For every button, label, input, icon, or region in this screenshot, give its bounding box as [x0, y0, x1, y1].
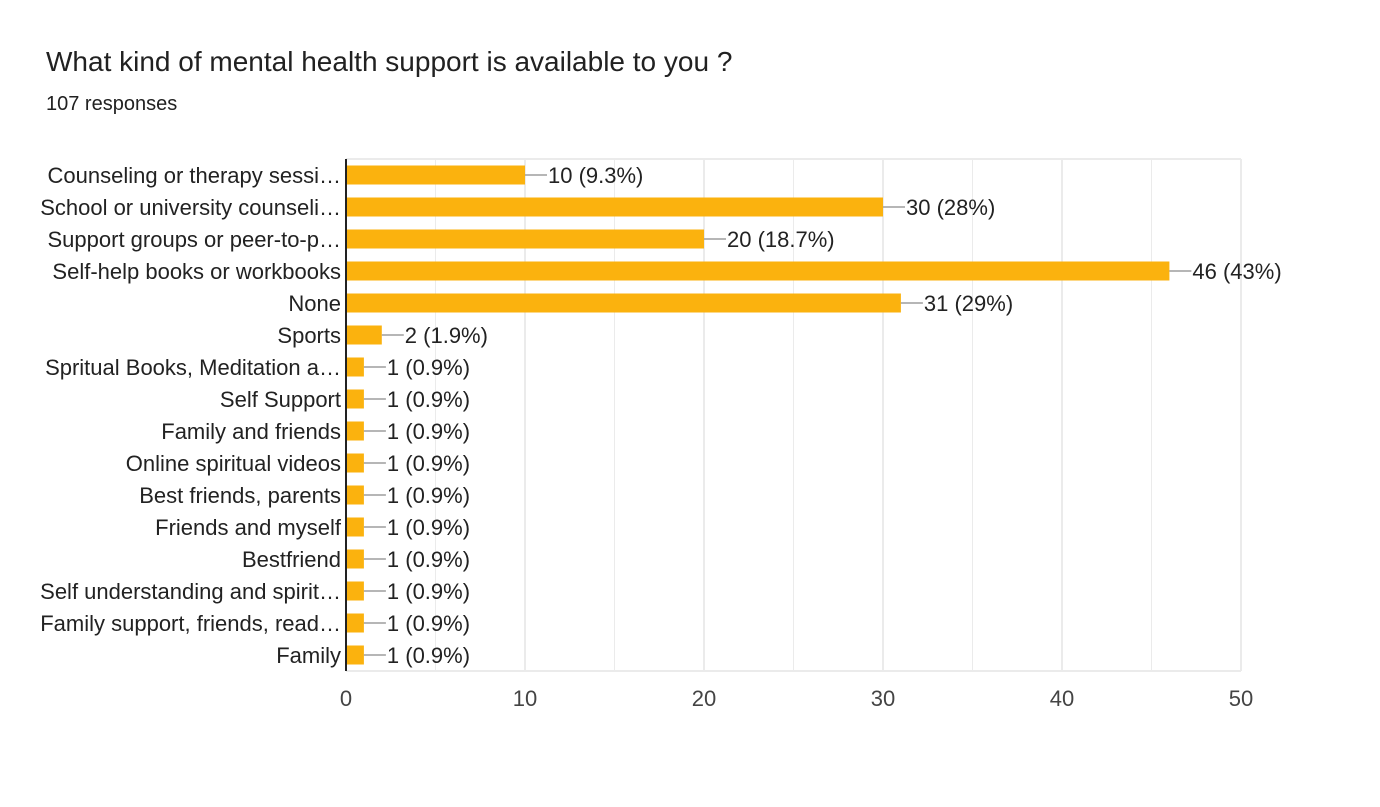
- bar: [346, 613, 364, 633]
- bar: [346, 165, 525, 185]
- bar: [346, 645, 364, 665]
- data-label: 1 (0.9%): [387, 419, 470, 444]
- data-label: 46 (43%): [1192, 259, 1281, 284]
- data-label: 10 (9.3%): [548, 163, 643, 188]
- data-label: 1 (0.9%): [387, 387, 470, 412]
- response-count: 107 responses: [46, 93, 178, 115]
- bar: [346, 389, 364, 409]
- category-label: Friends and myself: [155, 515, 342, 540]
- data-label: 1 (0.9%): [387, 515, 470, 540]
- bar: [346, 421, 364, 441]
- category-label: Best friends, parents: [139, 483, 341, 508]
- data-label: 1 (0.9%): [387, 611, 470, 636]
- category-label: Self understanding and spirit…: [40, 579, 341, 604]
- data-label: 31 (29%): [924, 291, 1013, 316]
- data-label: 20 (18.7%): [727, 227, 835, 252]
- bar: [346, 261, 1170, 281]
- category-label: Self Support: [220, 387, 341, 412]
- data-label: 30 (28%): [906, 195, 995, 220]
- category-label: Family support, friends, read…: [40, 611, 341, 636]
- category-label: Spritual Books, Meditation a…: [45, 355, 341, 380]
- data-label: 1 (0.9%): [387, 547, 470, 572]
- category-label: Online spiritual videos: [126, 451, 341, 476]
- data-label: 1 (0.9%): [387, 483, 470, 508]
- category-label: Self-help books or workbooks: [52, 259, 341, 284]
- x-tick-label: 20: [692, 686, 716, 711]
- data-label: 1 (0.9%): [387, 355, 470, 380]
- bar: [346, 549, 364, 569]
- x-tick-label: 40: [1050, 686, 1074, 711]
- bar: [346, 229, 704, 249]
- x-tick-label: 0: [340, 686, 352, 711]
- bar: [346, 485, 364, 505]
- bar: [346, 453, 364, 473]
- data-label: 1 (0.9%): [387, 451, 470, 476]
- category-label: Support groups or peer-to-p…: [48, 227, 342, 252]
- data-label: 1 (0.9%): [387, 643, 470, 668]
- category-label: Counseling or therapy sessi…: [48, 163, 341, 188]
- x-tick-label: 30: [871, 686, 895, 711]
- category-label: Bestfriend: [242, 547, 341, 572]
- category-label: Family and friends: [161, 419, 341, 444]
- category-label: Sports: [277, 323, 341, 348]
- category-label: School or university counseli…: [40, 195, 341, 220]
- bar: [346, 293, 901, 313]
- x-tick-label: 10: [513, 686, 537, 711]
- bar: [346, 197, 883, 217]
- data-label: 2 (1.9%): [405, 323, 488, 348]
- bar: [346, 581, 364, 601]
- bar: [346, 357, 364, 377]
- x-tick-label: 50: [1229, 686, 1253, 711]
- bar: [346, 517, 364, 537]
- chart-title: What kind of mental health support is av…: [46, 46, 733, 77]
- category-label: None: [288, 291, 341, 316]
- bar: [346, 325, 382, 345]
- data-label: 1 (0.9%): [387, 579, 470, 604]
- category-label: Family: [276, 643, 341, 668]
